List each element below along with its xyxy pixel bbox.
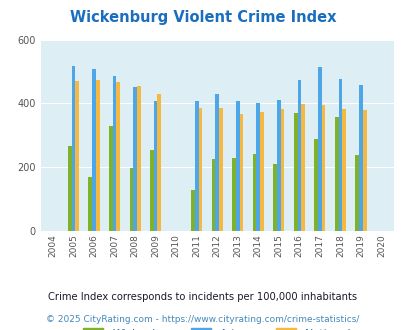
Bar bbox=[362, 110, 366, 231]
Bar bbox=[317, 67, 321, 231]
Bar bbox=[341, 109, 345, 231]
Bar bbox=[71, 66, 75, 231]
Bar bbox=[109, 126, 113, 231]
Bar bbox=[68, 147, 71, 231]
Bar bbox=[153, 101, 157, 231]
Bar bbox=[75, 82, 79, 231]
Legend: Wickenburg, Arizona, National: Wickenburg, Arizona, National bbox=[83, 328, 350, 330]
Bar bbox=[276, 100, 280, 231]
Bar bbox=[297, 80, 301, 231]
Bar bbox=[232, 158, 235, 231]
Text: Wickenburg Violent Crime Index: Wickenburg Violent Crime Index bbox=[70, 10, 335, 25]
Bar bbox=[256, 103, 260, 231]
Bar bbox=[321, 105, 325, 231]
Bar bbox=[113, 76, 116, 231]
Bar bbox=[293, 113, 297, 231]
Bar bbox=[129, 168, 133, 231]
Bar bbox=[194, 102, 198, 231]
Bar bbox=[219, 108, 222, 231]
Bar bbox=[88, 177, 92, 231]
Bar bbox=[358, 85, 362, 231]
Bar bbox=[215, 94, 219, 231]
Bar bbox=[260, 112, 263, 231]
Bar bbox=[239, 114, 243, 231]
Bar bbox=[96, 80, 99, 231]
Bar bbox=[338, 79, 341, 231]
Bar bbox=[150, 150, 153, 231]
Bar bbox=[92, 69, 96, 231]
Bar bbox=[334, 117, 338, 231]
Bar bbox=[133, 87, 136, 231]
Text: Crime Index corresponds to incidents per 100,000 inhabitants: Crime Index corresponds to incidents per… bbox=[48, 292, 357, 302]
Bar bbox=[136, 85, 140, 231]
Bar bbox=[273, 164, 276, 231]
Bar bbox=[313, 139, 317, 231]
Bar bbox=[252, 154, 256, 231]
Text: © 2025 CityRating.com - https://www.cityrating.com/crime-statistics/: © 2025 CityRating.com - https://www.city… bbox=[46, 315, 359, 324]
Bar bbox=[301, 104, 304, 231]
Bar bbox=[280, 109, 283, 231]
Bar bbox=[116, 82, 120, 231]
Bar bbox=[198, 108, 202, 231]
Bar bbox=[235, 101, 239, 231]
Bar bbox=[191, 190, 194, 231]
Bar bbox=[354, 155, 358, 231]
Bar bbox=[211, 159, 215, 231]
Bar bbox=[157, 94, 161, 231]
